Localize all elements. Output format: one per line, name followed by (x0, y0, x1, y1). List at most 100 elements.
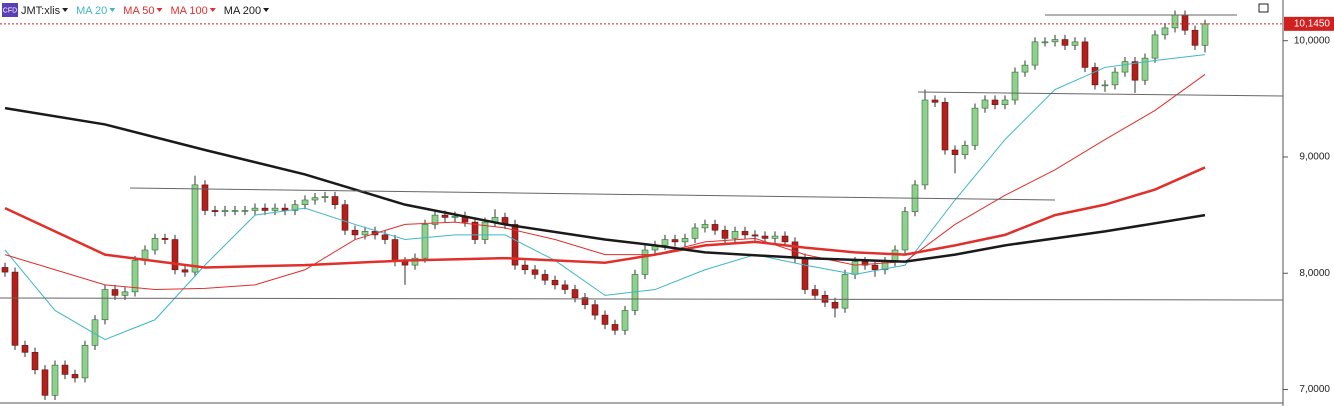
candle-body (541, 274, 549, 281)
candle-body (411, 257, 419, 266)
candle-body (31, 352, 39, 371)
candle-body (1131, 61, 1139, 81)
candle-body (771, 235, 779, 239)
candle-body (571, 289, 579, 298)
candle-body (1111, 71, 1119, 86)
ma-line (4, 54, 1206, 341)
y-tick-label: 10,0000 (1294, 35, 1331, 46)
candle-body (731, 231, 739, 239)
candle-body (851, 261, 859, 275)
candle-body (531, 269, 539, 275)
candle-body (701, 224, 709, 229)
candle-body (831, 302, 839, 309)
candle-body (381, 234, 389, 240)
candle-body (61, 364, 69, 375)
candle-body (181, 269, 189, 273)
candle-body (1041, 41, 1049, 44)
candle-body (221, 210, 229, 212)
candle-body (1001, 99, 1009, 105)
legend-entry[interactable]: MA 200 (224, 5, 261, 17)
candle-body (1151, 34, 1159, 59)
candle-body (841, 274, 849, 309)
candle-body (401, 261, 409, 266)
candle-body (801, 257, 809, 290)
legend-entry[interactable]: MA 100 (170, 5, 207, 17)
candle-body (1, 267, 9, 273)
ma-line (4, 74, 1206, 291)
icon-text: CFD (3, 7, 17, 14)
candle-body (741, 231, 749, 236)
candle-body (981, 99, 989, 109)
dropdown-arrow (209, 8, 216, 12)
candle-body (331, 196, 339, 205)
legend-entry[interactable]: MA 20 (76, 5, 107, 17)
symbol[interactable]: JMT:xlis (21, 5, 61, 17)
trend-lines (0, 14, 1284, 301)
candle-body (171, 239, 179, 271)
candle-body (431, 214, 439, 225)
candle-body (1011, 71, 1019, 101)
candle-body (781, 235, 789, 243)
candle-body (341, 204, 349, 231)
candle-body (1181, 14, 1189, 31)
candle-body (251, 207, 259, 211)
candle-body (471, 221, 479, 240)
candle-body (351, 229, 359, 236)
candle-body (261, 207, 269, 211)
candle-body (1101, 84, 1109, 87)
candle-body (671, 239, 679, 243)
candle-body (901, 211, 909, 251)
ma-line (4, 166, 1206, 269)
candle-body (511, 224, 519, 266)
candle-body (1061, 39, 1069, 46)
candle-body (1051, 39, 1059, 43)
candle-body (521, 264, 529, 271)
candle-body (81, 345, 89, 379)
last-price-box (1284, 16, 1334, 31)
plot-area (1, 10, 1209, 400)
legend: CFD JMT:xlis MA 20 MA 50 MA 100 MA 200 (2, 3, 270, 17)
candle-body (1071, 41, 1079, 46)
candle-body (161, 238, 169, 240)
candle-body (751, 234, 759, 237)
candle-body (561, 284, 569, 290)
candle-body (611, 324, 619, 331)
dropdown-arrow (62, 8, 69, 12)
legend-entry[interactable]: MA 50 (123, 5, 154, 17)
y-tick-label: 7,0000 (1299, 384, 1330, 395)
candle-body (991, 99, 999, 105)
candle-body (391, 239, 399, 262)
candle-body (921, 99, 929, 186)
candle-body (11, 271, 19, 346)
candle-body (1091, 67, 1099, 86)
candle-body (601, 314, 609, 325)
candle-body (791, 241, 799, 259)
dropdown-arrow (263, 8, 270, 12)
candle-body (441, 214, 449, 218)
candle-body (861, 261, 869, 266)
candle-body (681, 238, 689, 243)
candle-body (1201, 23, 1209, 46)
candle-body (111, 289, 119, 296)
candle-body (941, 102, 949, 151)
trend-line (917, 91, 1284, 97)
candle-body (121, 291, 129, 296)
candle-body (661, 239, 669, 246)
candle-body (1161, 27, 1169, 36)
candle-body (201, 184, 209, 211)
candle-body (621, 310, 629, 331)
ma-line (4, 106, 1206, 263)
candle-body (211, 210, 219, 212)
candle-body (451, 215, 459, 218)
candle-body (361, 231, 369, 236)
candle-body (271, 207, 279, 211)
maximize-icon[interactable] (1258, 3, 1269, 13)
candle-body (1141, 57, 1149, 81)
candle-body (51, 364, 59, 396)
candle-body (721, 229, 729, 239)
candle-body (71, 374, 79, 379)
candle-body (421, 224, 429, 259)
candle-body (21, 345, 29, 353)
candle-body (591, 304, 599, 316)
